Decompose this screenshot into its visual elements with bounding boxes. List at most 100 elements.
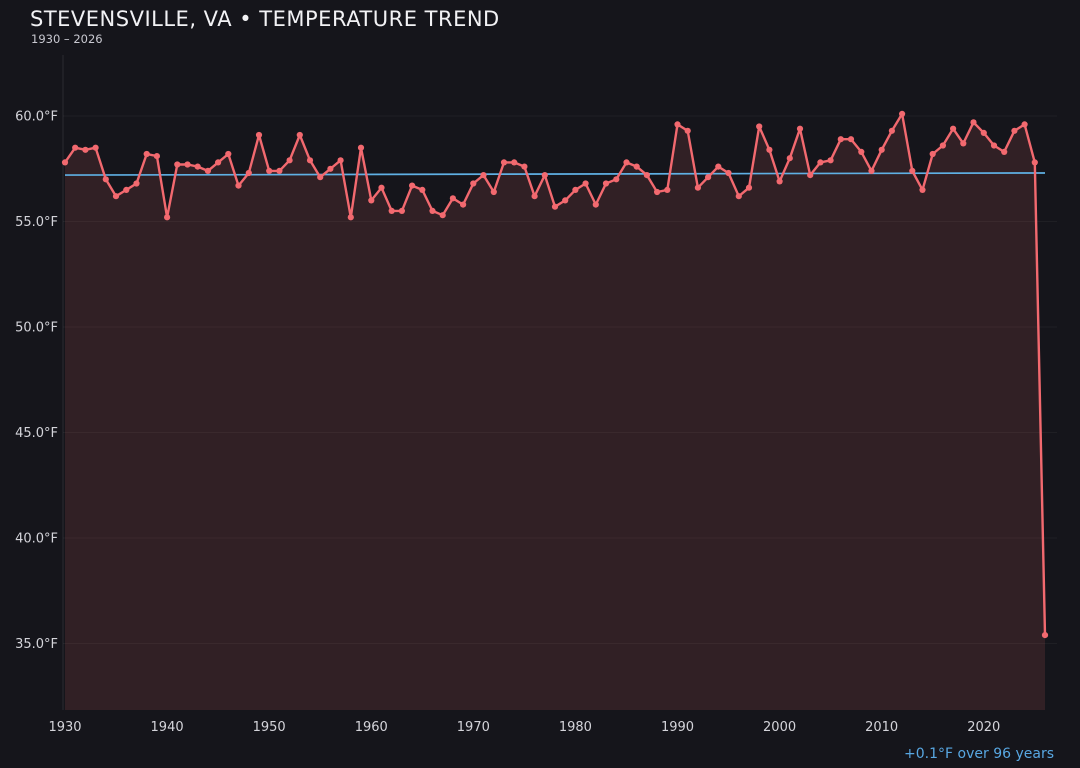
- data-point: [296, 131, 303, 139]
- data-point: [541, 172, 548, 179]
- data-point: [909, 167, 916, 174]
- data-point: [511, 159, 518, 166]
- data-point: [194, 163, 201, 170]
- data-point: [327, 165, 334, 172]
- data-point: [633, 163, 640, 170]
- data-point: [623, 159, 630, 166]
- data-point: [500, 159, 508, 166]
- data-point: [939, 142, 947, 149]
- data-point: [470, 180, 477, 187]
- data-point: [858, 148, 865, 155]
- data-point: [868, 167, 875, 174]
- data-point: [1031, 159, 1038, 166]
- data-point: [572, 186, 579, 193]
- data-point: [133, 180, 140, 187]
- data-point: [919, 186, 926, 193]
- x-tick-label: 2020: [967, 720, 1000, 735]
- x-tick-label: 2010: [865, 720, 898, 735]
- data-point: [266, 167, 273, 174]
- data-point: [960, 140, 967, 147]
- data-point: [215, 159, 222, 166]
- x-tick-label: 1980: [559, 720, 592, 735]
- data-point: [674, 121, 681, 128]
- data-point: [807, 172, 814, 179]
- data-point: [551, 203, 559, 210]
- data-point: [490, 188, 497, 196]
- data-point: [460, 201, 467, 208]
- data-point: [255, 131, 263, 139]
- data-point: [756, 123, 763, 130]
- data-point: [153, 153, 160, 160]
- data-point: [970, 119, 977, 126]
- data-point: [245, 169, 252, 177]
- data-point: [664, 186, 671, 193]
- x-tick-label: 1930: [48, 720, 81, 735]
- y-tick-label: 50.0°F: [15, 321, 58, 336]
- data-point: [82, 146, 89, 153]
- data-point: [776, 178, 783, 185]
- data-point: [899, 110, 906, 117]
- data-point: [174, 161, 181, 168]
- trend-line: [64, 172, 1046, 176]
- data-point: [837, 136, 844, 143]
- data-point: [92, 144, 99, 151]
- data-point: [582, 180, 589, 187]
- data-point: [102, 176, 109, 183]
- x-tick-label: 1950: [253, 720, 286, 735]
- data-point: [378, 184, 385, 191]
- data-point: [725, 169, 732, 177]
- y-tick-label: 40.0°F: [15, 532, 58, 547]
- data-point: [164, 214, 171, 221]
- data-point: [1011, 127, 1018, 134]
- y-tick-label: 60.0°F: [15, 110, 58, 125]
- page-title: STEVENSVILLE, VA • TEMPERATURE TREND: [30, 7, 500, 31]
- data-point: [990, 142, 998, 149]
- data-point: [286, 157, 293, 164]
- trend-summary-label: +0.1°F over 96 years: [904, 746, 1054, 762]
- data-point: [817, 159, 824, 166]
- data-point: [847, 136, 855, 143]
- data-point: [439, 212, 446, 219]
- y-tick-label: 45.0°F: [15, 426, 58, 441]
- data-point: [654, 188, 661, 196]
- x-tick-label: 1960: [355, 720, 388, 735]
- data-point: [123, 186, 130, 193]
- data-point: [1041, 632, 1049, 639]
- data-point: [409, 182, 416, 189]
- data-point: [480, 172, 487, 179]
- data-point: [562, 197, 569, 204]
- series-area-fill: [65, 113, 1045, 710]
- x-tick-label: 2000: [763, 720, 796, 735]
- data-point: [357, 144, 365, 151]
- data-point: [643, 172, 651, 179]
- data-point: [694, 184, 702, 191]
- data-point: [950, 125, 957, 132]
- data-point: [796, 125, 804, 132]
- x-tick-label: 1990: [661, 720, 694, 735]
- data-point: [888, 127, 896, 134]
- data-point: [1021, 121, 1028, 128]
- data-point: [317, 174, 324, 181]
- data-point: [388, 207, 395, 214]
- data-point: [72, 144, 79, 151]
- data-point: [61, 159, 69, 166]
- y-tick-label: 55.0°F: [15, 215, 58, 230]
- x-tick-label: 1970: [457, 720, 490, 735]
- data-point: [368, 197, 375, 204]
- data-point: [235, 182, 242, 189]
- data-point: [449, 195, 456, 202]
- data-point: [745, 184, 753, 191]
- data-point: [143, 150, 150, 158]
- data-point: [715, 163, 722, 170]
- data-point: [184, 161, 191, 168]
- data-point: [347, 214, 354, 221]
- data-point: [306, 157, 314, 164]
- data-point: [786, 155, 793, 162]
- data-point: [602, 180, 610, 187]
- chart-subtitle: 1930 – 2026: [31, 32, 103, 46]
- data-point: [878, 146, 885, 153]
- data-point: [827, 157, 834, 164]
- data-point: [980, 129, 987, 136]
